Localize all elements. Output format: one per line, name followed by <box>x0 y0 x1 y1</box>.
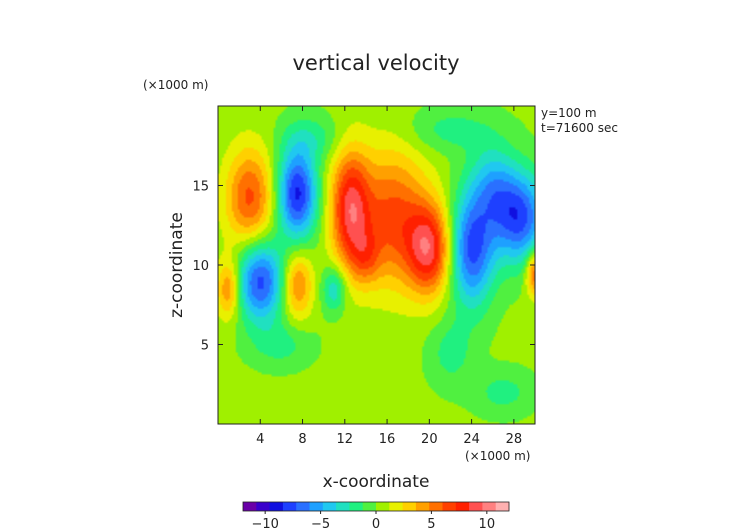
colorbar-tick-label: 10 <box>479 517 496 532</box>
colorbar-swatch <box>349 502 364 511</box>
colorbar-swatch <box>389 502 403 511</box>
colorbar-swatch <box>269 502 284 511</box>
colorbar-swatch <box>429 502 443 511</box>
y-tick-label: 10 <box>192 259 209 274</box>
x-axis: 4 8 12 16 20 24 28 <box>256 106 522 447</box>
y-tick-label: 5 <box>201 339 209 354</box>
x-axis-label: x-coordinate <box>323 472 430 492</box>
colorbar-tick-label: −10 <box>251 517 278 532</box>
colorbar <box>242 501 510 512</box>
annotation-t: t=71600 sec <box>541 121 618 135</box>
y-unit-label: (×1000 m) <box>143 78 208 92</box>
colorbar-swatch <box>256 502 270 511</box>
colorbar-tick-label: 0 <box>372 517 380 532</box>
heatmap-field <box>218 106 535 424</box>
x-tick-label: 16 <box>379 432 396 447</box>
colorbar-swatch <box>243 502 257 511</box>
colorbar-swatch <box>442 502 457 511</box>
colorbar-swatch <box>402 502 417 511</box>
colorbar-swatch <box>469 502 483 511</box>
colorbar-tick-label: −5 <box>311 517 330 532</box>
x-tick-label: 12 <box>337 432 354 447</box>
colorbar-swatch <box>282 502 297 511</box>
colorbar-ticks: −10 −5 0 5 10 <box>251 511 495 532</box>
colorbar-swatch <box>455 502 470 511</box>
colorbar-swatch <box>309 502 324 511</box>
colorbar-swatch <box>482 502 497 511</box>
plot-area <box>217 105 536 425</box>
x-tick-label: 4 <box>256 432 264 447</box>
x-tick-label: 20 <box>421 432 438 447</box>
colorbar-swatch <box>415 502 430 511</box>
colorbar-swatch <box>336 502 350 511</box>
y-axis-label: z-coordinate <box>167 212 187 318</box>
y-tick-label: 15 <box>192 180 209 195</box>
annotation-y: y=100 m <box>541 106 597 120</box>
x-tick-label: 28 <box>506 432 523 447</box>
colorbar-swatch <box>495 502 510 511</box>
x-tick-label: 24 <box>463 432 480 447</box>
chart-title: vertical velocity <box>292 51 459 75</box>
colorbar-swatch <box>376 502 390 511</box>
colorbar-tick-label: 5 <box>427 517 435 532</box>
y-axis: 5 10 15 <box>192 180 535 354</box>
x-unit-label: (×1000 m) <box>465 449 530 463</box>
colorbar-swatch <box>296 502 310 511</box>
x-tick-label: 8 <box>298 432 306 447</box>
colorbar-swatch <box>322 502 337 511</box>
colorbar-swatch <box>362 502 377 511</box>
